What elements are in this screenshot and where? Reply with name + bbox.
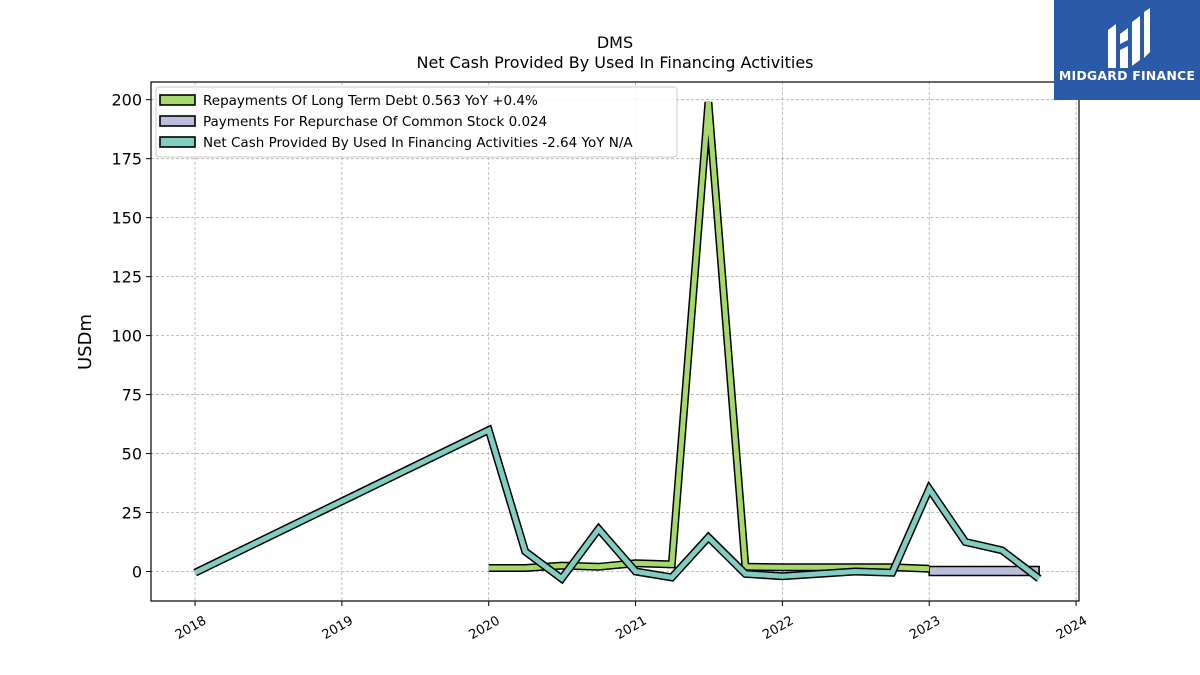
legend-box — [155, 86, 678, 158]
y-tick-label: 25 — [122, 504, 142, 523]
chart-subtitle: Net Cash Provided By Used In Financing A… — [416, 53, 813, 72]
x-tick-label: 2018 — [173, 613, 209, 643]
legend-swatch — [159, 115, 196, 127]
y-tick-label: 50 — [122, 445, 142, 464]
y-tick-label: 125 — [111, 268, 142, 287]
y-tick-label: 200 — [111, 91, 142, 110]
legend-label: Repayments Of Long Term Debt 0.563 YoY +… — [203, 93, 538, 109]
legend-label: Net Cash Provided By Used In Financing A… — [203, 135, 633, 151]
x-tick-label: 2024 — [1054, 613, 1090, 643]
x-tick-label: 2022 — [760, 613, 796, 643]
legend-swatch — [159, 136, 196, 148]
y-tick-label: 100 — [111, 327, 142, 346]
logo-text: MIDGARD FINANCE — [1058, 68, 1196, 83]
legend-label: Payments For Repurchase Of Common Stock … — [203, 114, 547, 130]
y-tick-label: 150 — [111, 209, 142, 228]
series-outline — [193, 424, 1042, 585]
x-tick-label: 2019 — [320, 613, 356, 643]
y-tick-label: 75 — [122, 386, 142, 405]
axis-ticks: 0 25 50 75 100 125 150 175 200 2018 2019 2020 2021 20… — [111, 91, 1090, 643]
brand-logo: MIDGARD FINANCE — [1054, 0, 1200, 100]
grid-lines — [151, 82, 1079, 601]
legend-swatch — [159, 94, 196, 106]
x-tick-label: 2020 — [467, 613, 503, 643]
y-tick-label: 175 — [111, 150, 142, 169]
y-axis-label: USDm — [75, 314, 96, 370]
x-tick-label: 2023 — [907, 613, 943, 643]
y-tick-label: 0 — [132, 563, 142, 582]
x-tick-label: 2021 — [613, 613, 649, 643]
chart-title: DMS — [597, 33, 633, 52]
legend: Repayments Of Long Term Debt 0.563 YoY +… — [155, 86, 678, 158]
midgard-logo-icon — [1108, 8, 1150, 68]
series-lines — [193, 101, 1042, 585]
plot-frame — [150, 81, 1080, 602]
